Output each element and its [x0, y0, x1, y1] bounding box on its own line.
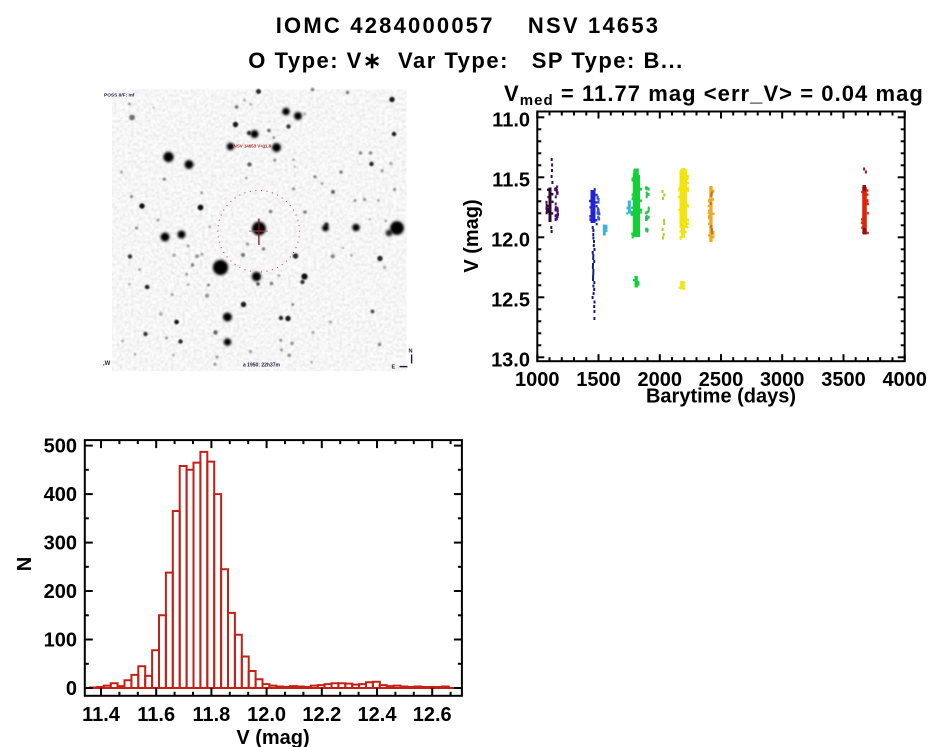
svg-text:E: E — [392, 365, 396, 371]
svg-text:N: N — [409, 349, 413, 355]
svg-text:13.0: 13.0 — [491, 349, 530, 371]
svg-text:POSS II/F: inf: POSS II/F: inf — [104, 93, 135, 99]
svg-text:3000: 3000 — [760, 369, 805, 391]
svg-text:12.2: 12.2 — [302, 704, 341, 726]
svg-text:4000: 4000 — [882, 369, 927, 391]
svg-text:1500: 1500 — [576, 369, 621, 391]
svg-text:12.6: 12.6 — [413, 704, 452, 726]
svg-text:11.6: 11.6 — [137, 704, 175, 726]
svg-text:,W: ,W — [103, 361, 111, 367]
svg-text:12.4: 12.4 — [358, 704, 398, 726]
svg-text:200: 200 — [44, 581, 77, 603]
svg-text:11.5: 11.5 — [492, 169, 530, 191]
svg-text:11.4: 11.4 — [82, 704, 121, 726]
svg-text:a 1950: 22h37m: a 1950: 22h37m — [243, 363, 281, 369]
svg-text:12.0: 12.0 — [247, 704, 286, 726]
svg-text:2500: 2500 — [699, 369, 744, 391]
svg-text:300: 300 — [44, 533, 77, 555]
svg-text:2000: 2000 — [638, 369, 683, 391]
svg-text:NSV 14653 V=11.8: NSV 14653 V=11.8 — [234, 144, 272, 149]
svg-text:11.8: 11.8 — [192, 704, 230, 726]
svg-text:V (mag): V (mag) — [236, 727, 309, 747]
svg-text:11.0: 11.0 — [492, 109, 530, 131]
svg-text:Barytime (days): Barytime (days) — [646, 386, 796, 408]
svg-text:3500: 3500 — [821, 369, 866, 391]
svg-text:500: 500 — [44, 436, 77, 458]
svg-text:N: N — [14, 557, 36, 571]
svg-text:12.5: 12.5 — [491, 289, 530, 311]
svg-text:400: 400 — [44, 484, 77, 506]
svg-text:0: 0 — [66, 678, 77, 700]
svg-text:1000: 1000 — [515, 369, 560, 391]
svg-text:V (mag): V (mag) — [461, 199, 483, 272]
svg-text:100: 100 — [44, 630, 77, 652]
svg-text:12.0: 12.0 — [491, 229, 530, 251]
